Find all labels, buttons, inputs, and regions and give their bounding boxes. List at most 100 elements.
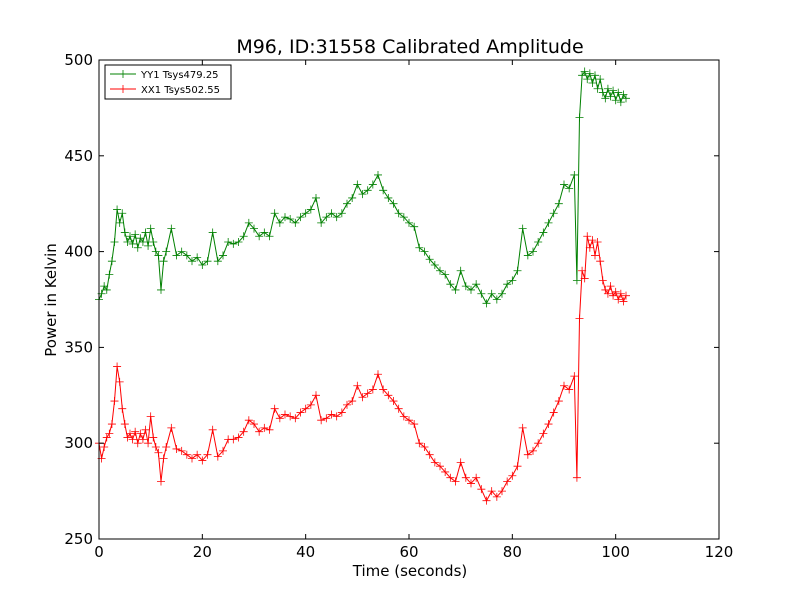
data-point <box>312 391 320 400</box>
data-point <box>518 423 527 432</box>
data-point <box>312 193 320 202</box>
data-point <box>368 385 377 394</box>
data-point <box>456 458 465 467</box>
data-point <box>619 297 628 306</box>
data-point <box>281 410 289 419</box>
data-point <box>343 199 351 208</box>
x-tick-label: 100 <box>601 543 630 561</box>
data-point <box>368 180 377 189</box>
x-tick-label: 0 <box>94 543 104 561</box>
data-point <box>487 487 496 496</box>
data-point <box>575 113 584 122</box>
legend-marker <box>119 85 127 93</box>
x-tick-label: 40 <box>296 543 315 561</box>
data-point <box>591 71 599 80</box>
data-point <box>239 232 248 241</box>
data-point <box>149 238 158 247</box>
data-point <box>430 261 439 270</box>
data-point <box>343 400 351 409</box>
y-tick-label: 450 <box>64 147 93 165</box>
data-point <box>523 450 532 459</box>
data-point <box>358 190 367 199</box>
data-point <box>441 467 450 476</box>
data-point <box>157 285 165 294</box>
data-point <box>154 448 163 457</box>
data-point <box>554 199 563 208</box>
data-point <box>565 184 574 193</box>
data-point <box>102 285 111 294</box>
data-point <box>585 243 594 252</box>
data-point <box>133 439 142 448</box>
data-point <box>580 67 589 76</box>
data-point <box>575 314 584 323</box>
data-point <box>322 213 331 222</box>
data-point <box>120 420 129 429</box>
data-point <box>622 291 630 300</box>
data-point <box>560 180 568 189</box>
y-tick-label: 350 <box>64 338 93 356</box>
data-point <box>596 75 605 84</box>
data-point <box>265 232 274 241</box>
data-point <box>203 257 212 266</box>
data-point <box>167 224 176 233</box>
data-point <box>146 224 155 233</box>
data-point <box>503 280 512 289</box>
data-point <box>399 213 408 222</box>
data-point <box>565 385 574 394</box>
data-point <box>107 257 116 266</box>
data-point <box>614 88 623 97</box>
data-point <box>534 238 543 247</box>
data-point <box>128 435 137 444</box>
data-point <box>229 435 238 444</box>
data-point <box>317 416 326 425</box>
y-tick-label: 250 <box>64 530 93 548</box>
data-point <box>529 446 537 455</box>
data-point <box>353 180 362 189</box>
data-point <box>322 414 331 423</box>
data-point <box>193 450 202 459</box>
data-point <box>219 251 227 260</box>
legend-label: XX1 Tsys502.55 <box>141 85 220 96</box>
data-point <box>115 377 124 386</box>
data-point <box>136 429 145 438</box>
data-point <box>296 213 305 222</box>
data-point <box>410 222 419 231</box>
data-point <box>436 462 444 471</box>
data-point <box>275 218 284 227</box>
data-point <box>389 397 398 406</box>
data-point <box>436 266 444 275</box>
data-point <box>572 276 581 285</box>
chart-title: M96, ID:31558 Calibrated Amplitude <box>236 36 583 58</box>
data-point <box>337 209 346 218</box>
data-point <box>327 410 336 419</box>
data-point <box>451 477 460 486</box>
data-point <box>492 295 501 304</box>
data-point <box>606 92 615 101</box>
y-axis-label: Power in Kelvin <box>42 243 60 357</box>
data-point <box>374 370 382 379</box>
data-point <box>244 416 253 425</box>
data-point <box>593 84 602 93</box>
data-point <box>113 362 122 371</box>
legend-box <box>104 64 232 100</box>
data-point <box>622 94 630 103</box>
data-point <box>110 238 119 247</box>
data-point <box>144 439 153 448</box>
data-point <box>477 485 486 494</box>
data-point <box>601 94 610 103</box>
data-point <box>492 492 501 501</box>
x-tick-label: 60 <box>399 543 418 561</box>
data-point <box>384 391 393 400</box>
data-point <box>286 215 295 224</box>
data-point <box>441 270 450 279</box>
data-point <box>327 209 336 218</box>
data-point <box>591 251 599 260</box>
legend-marker <box>119 70 127 78</box>
data-point <box>399 412 408 421</box>
data-point <box>208 425 217 434</box>
data-point <box>570 170 579 179</box>
data-point <box>286 412 295 421</box>
data-point <box>213 452 222 461</box>
data-point <box>138 238 147 247</box>
data-point <box>154 251 163 260</box>
